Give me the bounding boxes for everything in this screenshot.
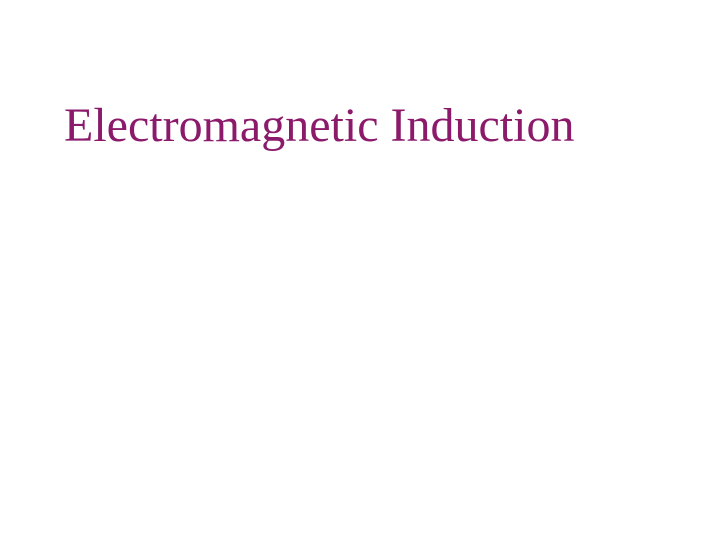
- slide-title: Electromagnetic Induction: [64, 98, 574, 153]
